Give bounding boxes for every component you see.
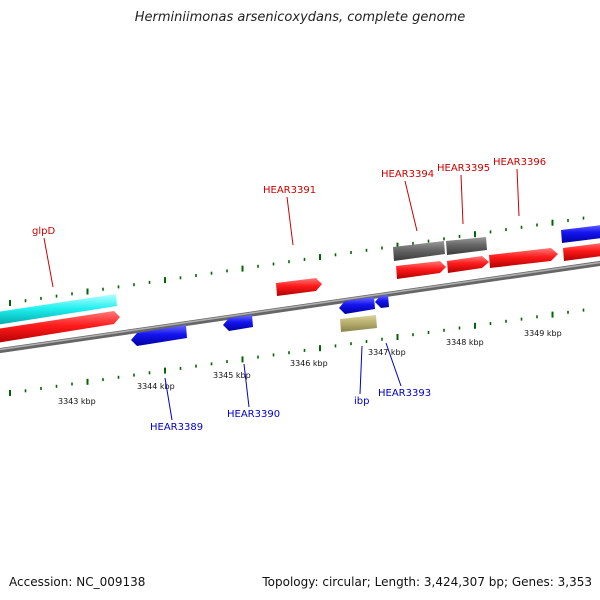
- gene-reverse-edge[interactable]: [561, 224, 600, 243]
- gene-reverse-HEAR3390[interactable]: [223, 315, 253, 331]
- gene-forward-1[interactable]: [0, 311, 120, 344]
- scale-label-3349: 3349 kbp: [524, 329, 562, 338]
- gene-forward-glpD-region[interactable]: [276, 278, 322, 296]
- map-title: Herminiimonas arsenicoxydans, complete g…: [134, 10, 466, 25]
- scale-label-3346: 3346 kbp: [290, 359, 328, 368]
- scale-label-3348: 3348 kbp: [446, 338, 484, 347]
- scale-label-3347: 3347 kbp: [368, 348, 406, 357]
- forward-strand-genes: [0, 242, 600, 344]
- gene-reverse-ibp[interactable]: [339, 297, 375, 314]
- gene-forward-HEAR3395[interactable]: [447, 256, 489, 273]
- gene-label-HEAR3390[interactable]: HEAR3390: [227, 409, 280, 420]
- gene-reverse-small[interactable]: [375, 295, 389, 308]
- gray-genes: [393, 237, 487, 261]
- gene-forward-HEAR3396[interactable]: [489, 248, 558, 268]
- gene-label-HEAR3393[interactable]: HEAR3393: [378, 388, 431, 399]
- gene-gray-HEAR3395[interactable]: [446, 237, 487, 255]
- gene-label-HEAR3391[interactable]: HEAR3391: [263, 185, 316, 196]
- reverse-strand-genes: [131, 224, 600, 346]
- scale-label-3345: 3345 kbp: [213, 371, 251, 380]
- gene-label-HEAR3395[interactable]: HEAR3395: [437, 163, 490, 174]
- gene-gray-HEAR3394[interactable]: [393, 241, 445, 261]
- gene-label-ibp[interactable]: ibp: [354, 396, 369, 407]
- gene-reverse-HEAR3389[interactable]: [131, 325, 187, 346]
- gene-label-HEAR3396[interactable]: HEAR3396: [493, 157, 546, 168]
- gene-forward-edge[interactable]: [563, 242, 600, 261]
- scale-label-3343: 3343 kbp: [58, 397, 96, 406]
- accession-text: Accession: NC_009138: [9, 575, 146, 589]
- gene-rna-cyan[interactable]: [0, 294, 117, 326]
- upper-tick-row: [9, 216, 585, 306]
- gene-forward-HEAR3394[interactable]: [396, 261, 446, 279]
- gene-label-HEAR3389[interactable]: HEAR3389: [150, 422, 203, 433]
- genome-backbone: [0, 260, 600, 354]
- scale-label-3344: 3344 kbp: [137, 382, 175, 391]
- genome-summary-text: Topology: circular; Length: 3,424,307 bp…: [262, 575, 592, 589]
- gene-other-olive[interactable]: [340, 315, 377, 332]
- label-leader-lines: [43, 168, 520, 421]
- lower-tick-row: [9, 308, 585, 396]
- gene-labels: glpD HEAR3391 HEAR3394 HEAR3395 HEAR3396…: [32, 157, 546, 433]
- gene-label-glpD[interactable]: glpD: [32, 226, 55, 237]
- scale-labels: 3343 kbp 3344 kbp 3345 kbp 3346 kbp 3347…: [58, 329, 562, 406]
- gene-label-HEAR3394[interactable]: HEAR3394: [381, 169, 434, 180]
